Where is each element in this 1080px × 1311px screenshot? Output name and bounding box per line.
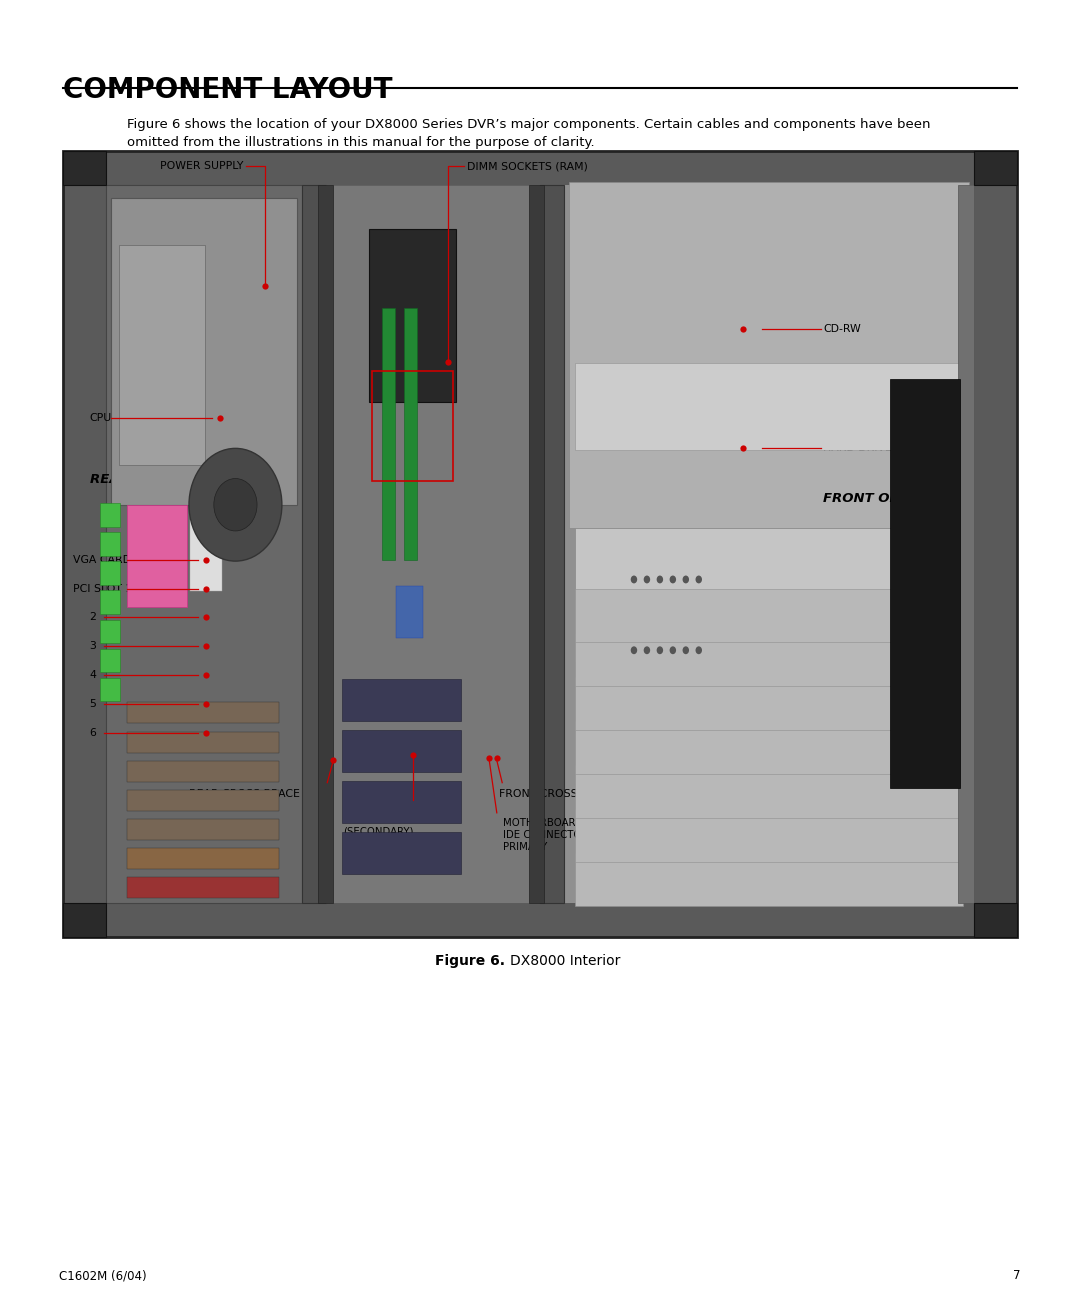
Bar bbox=[302, 185, 326, 903]
Text: 2: 2 bbox=[90, 612, 96, 623]
Bar bbox=[100, 503, 120, 527]
Bar bbox=[569, 182, 969, 528]
Bar bbox=[318, 185, 333, 903]
Text: REAR CROSS-BRACE: REAR CROSS-BRACE bbox=[189, 789, 300, 800]
Bar bbox=[100, 678, 120, 701]
Bar bbox=[404, 308, 417, 560]
Circle shape bbox=[631, 576, 637, 583]
Bar bbox=[575, 721, 963, 773]
Bar bbox=[106, 185, 302, 903]
Bar bbox=[575, 528, 963, 591]
Bar bbox=[974, 151, 1017, 185]
Text: 6: 6 bbox=[90, 728, 96, 738]
Text: Figure 6 shows the location of your DX8000 Series DVR’s major components. Certai: Figure 6 shows the location of your DX80… bbox=[127, 118, 931, 149]
Bar bbox=[127, 877, 279, 898]
Circle shape bbox=[670, 576, 676, 583]
Bar bbox=[342, 832, 461, 874]
Circle shape bbox=[670, 646, 676, 654]
Text: VGA CARD: VGA CARD bbox=[73, 555, 132, 565]
Text: CPU: CPU bbox=[90, 413, 112, 423]
Bar bbox=[342, 730, 461, 772]
Text: POWER SUPPLY: POWER SUPPLY bbox=[160, 161, 243, 172]
Bar bbox=[575, 766, 963, 818]
Circle shape bbox=[683, 576, 689, 583]
Circle shape bbox=[189, 448, 282, 561]
Bar bbox=[396, 586, 423, 638]
Bar bbox=[974, 903, 1017, 937]
Circle shape bbox=[683, 646, 689, 654]
Text: DX8000 Interior: DX8000 Interior bbox=[510, 954, 620, 969]
Bar bbox=[127, 703, 279, 724]
Bar bbox=[529, 185, 544, 903]
Bar bbox=[382, 308, 395, 560]
Text: PCI SLOT 1: PCI SLOT 1 bbox=[73, 583, 133, 594]
Bar bbox=[63, 151, 1017, 937]
Circle shape bbox=[696, 576, 702, 583]
Circle shape bbox=[696, 646, 702, 654]
Bar bbox=[342, 679, 461, 721]
Circle shape bbox=[644, 576, 650, 583]
Bar bbox=[564, 185, 974, 903]
Bar bbox=[575, 853, 963, 906]
Bar bbox=[119, 245, 205, 465]
Bar bbox=[575, 809, 963, 861]
Bar bbox=[958, 185, 974, 903]
Bar bbox=[342, 781, 461, 823]
Text: HARD DRIVE: HARD DRIVE bbox=[823, 443, 892, 454]
Bar bbox=[127, 760, 279, 781]
Bar bbox=[540, 185, 564, 903]
Bar bbox=[127, 789, 279, 810]
Bar bbox=[369, 229, 456, 402]
Circle shape bbox=[214, 479, 257, 531]
Bar bbox=[127, 505, 187, 607]
Bar bbox=[575, 678, 963, 730]
Bar bbox=[575, 633, 963, 686]
Bar bbox=[63, 903, 106, 937]
Bar bbox=[100, 649, 120, 673]
Text: REAR OF DVR: REAR OF DVR bbox=[90, 473, 190, 486]
Text: DIMM SOCKETS (RAM): DIMM SOCKETS (RAM) bbox=[467, 161, 588, 172]
Bar bbox=[372, 371, 453, 481]
Text: MOTHERBOARD
IDE CONNECTORS
PRIMARY: MOTHERBOARD IDE CONNECTORS PRIMARY bbox=[503, 818, 595, 852]
Bar bbox=[127, 819, 279, 840]
Bar bbox=[100, 561, 120, 585]
Bar bbox=[100, 532, 120, 556]
Bar bbox=[127, 732, 279, 753]
Text: COMPONENT LAYOUT: COMPONENT LAYOUT bbox=[63, 76, 392, 104]
Text: FRONT CROSS-BRACE: FRONT CROSS-BRACE bbox=[499, 789, 618, 800]
Bar bbox=[63, 151, 106, 185]
Bar bbox=[100, 620, 120, 644]
Text: 4: 4 bbox=[90, 670, 96, 680]
Text: 7: 7 bbox=[1013, 1269, 1021, 1282]
Text: CD-RW: CD-RW bbox=[823, 324, 861, 334]
Text: 3: 3 bbox=[90, 641, 96, 652]
Bar bbox=[890, 379, 960, 788]
Circle shape bbox=[631, 646, 637, 654]
Bar bbox=[575, 363, 963, 450]
Bar bbox=[100, 590, 120, 614]
Bar bbox=[575, 599, 963, 662]
Circle shape bbox=[657, 576, 663, 583]
Text: 5: 5 bbox=[90, 699, 96, 709]
Bar bbox=[326, 185, 540, 903]
Bar bbox=[127, 848, 279, 869]
Circle shape bbox=[657, 646, 663, 654]
Text: Figure 6.: Figure 6. bbox=[435, 954, 505, 969]
Circle shape bbox=[644, 646, 650, 654]
Text: FRONT OF DVR: FRONT OF DVR bbox=[823, 492, 934, 505]
Bar bbox=[575, 589, 963, 641]
Bar bbox=[106, 185, 974, 903]
Text: MOTHERBOARD
IDE CONNECTORS
(SECONDARY): MOTHERBOARD IDE CONNECTORS (SECONDARY) bbox=[343, 802, 435, 836]
Bar bbox=[190, 520, 222, 591]
Bar bbox=[111, 198, 297, 505]
Text: C1602M (6/04): C1602M (6/04) bbox=[59, 1269, 147, 1282]
